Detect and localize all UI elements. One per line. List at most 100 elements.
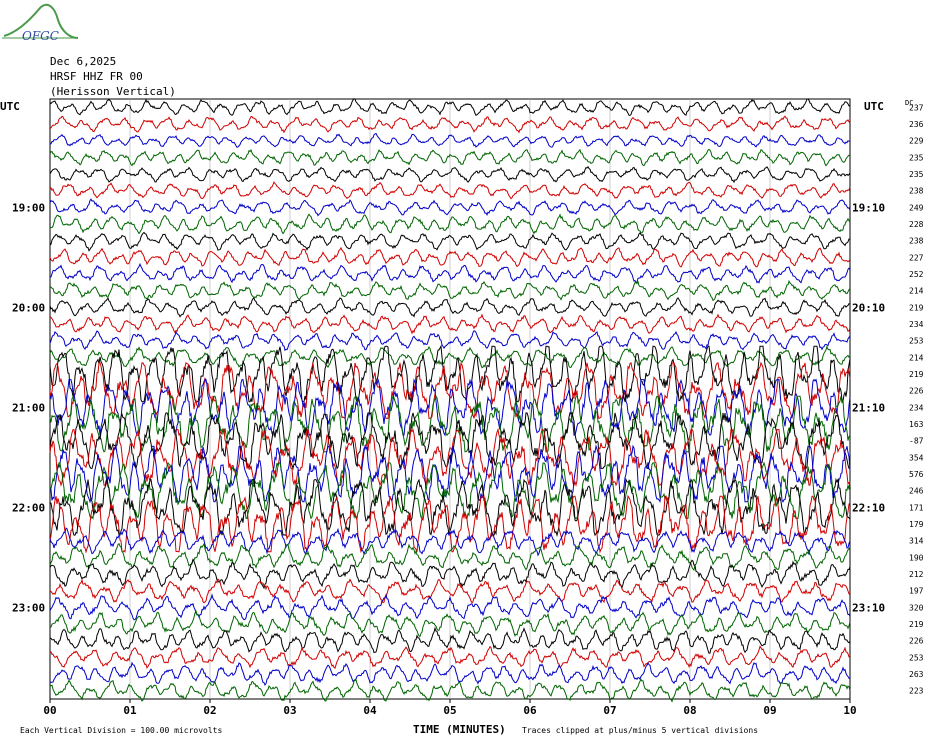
dc-offset-label: 314 — [909, 537, 924, 546]
dc-offset-label: 179 — [909, 520, 924, 529]
dc-offset-label: 253 — [909, 337, 924, 346]
location-label: (Herisson Vertical) — [50, 85, 176, 98]
right-time-label: 23:10 — [852, 601, 885, 614]
dc-offset-label: 252 — [909, 270, 924, 279]
station-label: HRSF HHZ FR 00 — [50, 70, 143, 83]
trace-row — [49, 626, 851, 654]
dc-offset-label: 253 — [909, 653, 924, 662]
trace-group — [49, 98, 851, 703]
trace-row — [49, 411, 850, 471]
trace-row — [49, 313, 851, 335]
trace-row — [49, 231, 850, 252]
left-time-label: 20:00 — [12, 301, 45, 314]
dc-offset-label: 228 — [909, 220, 924, 229]
trace-row — [49, 198, 851, 217]
x-tick-label: 02 — [203, 704, 216, 717]
trace-row — [49, 661, 851, 686]
trace-row — [49, 115, 851, 134]
dc-offset-label: 226 — [909, 637, 924, 646]
trace-row — [49, 377, 851, 437]
left-time-label: 19:00 — [12, 201, 45, 214]
trace-row — [49, 527, 851, 557]
dc-offset-label: 227 — [909, 253, 924, 262]
dc-offset-label: 234 — [909, 320, 924, 329]
left-time-label: 23:00 — [12, 601, 45, 614]
x-tick-label: 04 — [363, 704, 377, 717]
dc-offset-label: -87 — [909, 437, 924, 446]
trace-row — [49, 593, 851, 621]
x-tick-label: 01 — [123, 704, 137, 717]
trace-row — [49, 444, 851, 504]
dc-offset-label: 229 — [909, 137, 924, 146]
right-time-label: 22:10 — [852, 501, 885, 514]
clip-note: Traces clipped at plus/minus 5 vertical … — [522, 726, 759, 735]
dc-offset-label: 576 — [909, 470, 924, 479]
dc-offset-label: 320 — [909, 603, 924, 612]
ofgc-logo: OFGC — [0, 0, 80, 49]
right-time-label: 20:10 — [852, 301, 885, 314]
dc-offset-label: 246 — [909, 487, 924, 496]
dc-offset-label: 219 — [909, 370, 924, 379]
dc-offset-label: 219 — [909, 303, 924, 312]
scale-note: Each Vertical Division = 100.00 microvol… — [20, 726, 223, 735]
dc-offset-label: 219 — [909, 620, 924, 629]
right-time-label: 21:10 — [852, 401, 885, 414]
x-tick-label: 05 — [443, 704, 456, 717]
svg-text:OFGC: OFGC — [22, 29, 59, 43]
dc-offset-label: 234 — [909, 403, 924, 412]
dc-offset-label: 249 — [909, 203, 924, 212]
dc-offset-label: 354 — [909, 453, 924, 462]
x-tick-label: 06 — [523, 704, 537, 717]
trace-row — [49, 213, 851, 235]
dc-offset-label: 238 — [909, 237, 924, 246]
trace-row — [49, 246, 851, 268]
trace-row — [49, 262, 851, 284]
axis-labels: 237 236 229 235 235 238 249 228 238 227 252 214 219 2… — [12, 103, 924, 717]
dc-offset-label: 226 — [909, 387, 924, 396]
trace-row — [49, 542, 851, 572]
dc-offset-label: 235 — [909, 170, 924, 179]
trace-row — [49, 427, 851, 488]
trace-row — [49, 98, 851, 117]
dc-offset-label: 214 — [909, 353, 924, 362]
dc-offset-label: 235 — [909, 153, 924, 162]
trace-row — [49, 558, 851, 590]
trace-row — [49, 181, 851, 200]
trace-row — [49, 148, 851, 167]
x-tick-label: 10 — [843, 704, 856, 717]
trace-row — [49, 344, 851, 404]
trace-row — [49, 132, 851, 148]
trace-row — [49, 609, 851, 638]
trace-row — [50, 578, 851, 604]
left-time-label: 21:00 — [12, 401, 45, 414]
dc-offset-label: 171 — [909, 503, 924, 512]
dc-offset-label: 163 — [909, 420, 924, 429]
dc-offset-label: 212 — [909, 570, 924, 579]
utc-right-label: UTC — [864, 100, 884, 113]
right-time-label: 19:10 — [852, 201, 885, 214]
trace-row — [49, 678, 851, 703]
dc-offset-label: 238 — [909, 187, 924, 196]
dc-header: DC — [905, 99, 914, 107]
trace-row — [49, 297, 851, 318]
x-tick-label: 09 — [763, 704, 776, 717]
x-tick-label: 00 — [43, 704, 56, 717]
dc-offset-label: 263 — [909, 670, 924, 679]
dc-offset-label: 223 — [909, 687, 924, 696]
trace-row — [49, 645, 851, 670]
x-axis-title: TIME (MINUTES) — [413, 723, 506, 736]
trace-row — [49, 279, 851, 302]
trace-row — [49, 461, 851, 521]
trace-row — [49, 165, 851, 184]
left-time-label: 22:00 — [12, 501, 45, 514]
dc-offset-label: 214 — [909, 287, 924, 296]
trace-row — [49, 344, 851, 369]
trace-row — [49, 330, 851, 352]
dc-offset-label: 236 — [909, 120, 924, 129]
x-tick-label: 03 — [283, 704, 296, 717]
dc-offset-label: 190 — [909, 553, 924, 562]
dc-offset-label: 197 — [909, 587, 924, 596]
x-tick-label: 08 — [683, 704, 696, 717]
dc-offset-label: 237 — [909, 103, 924, 112]
